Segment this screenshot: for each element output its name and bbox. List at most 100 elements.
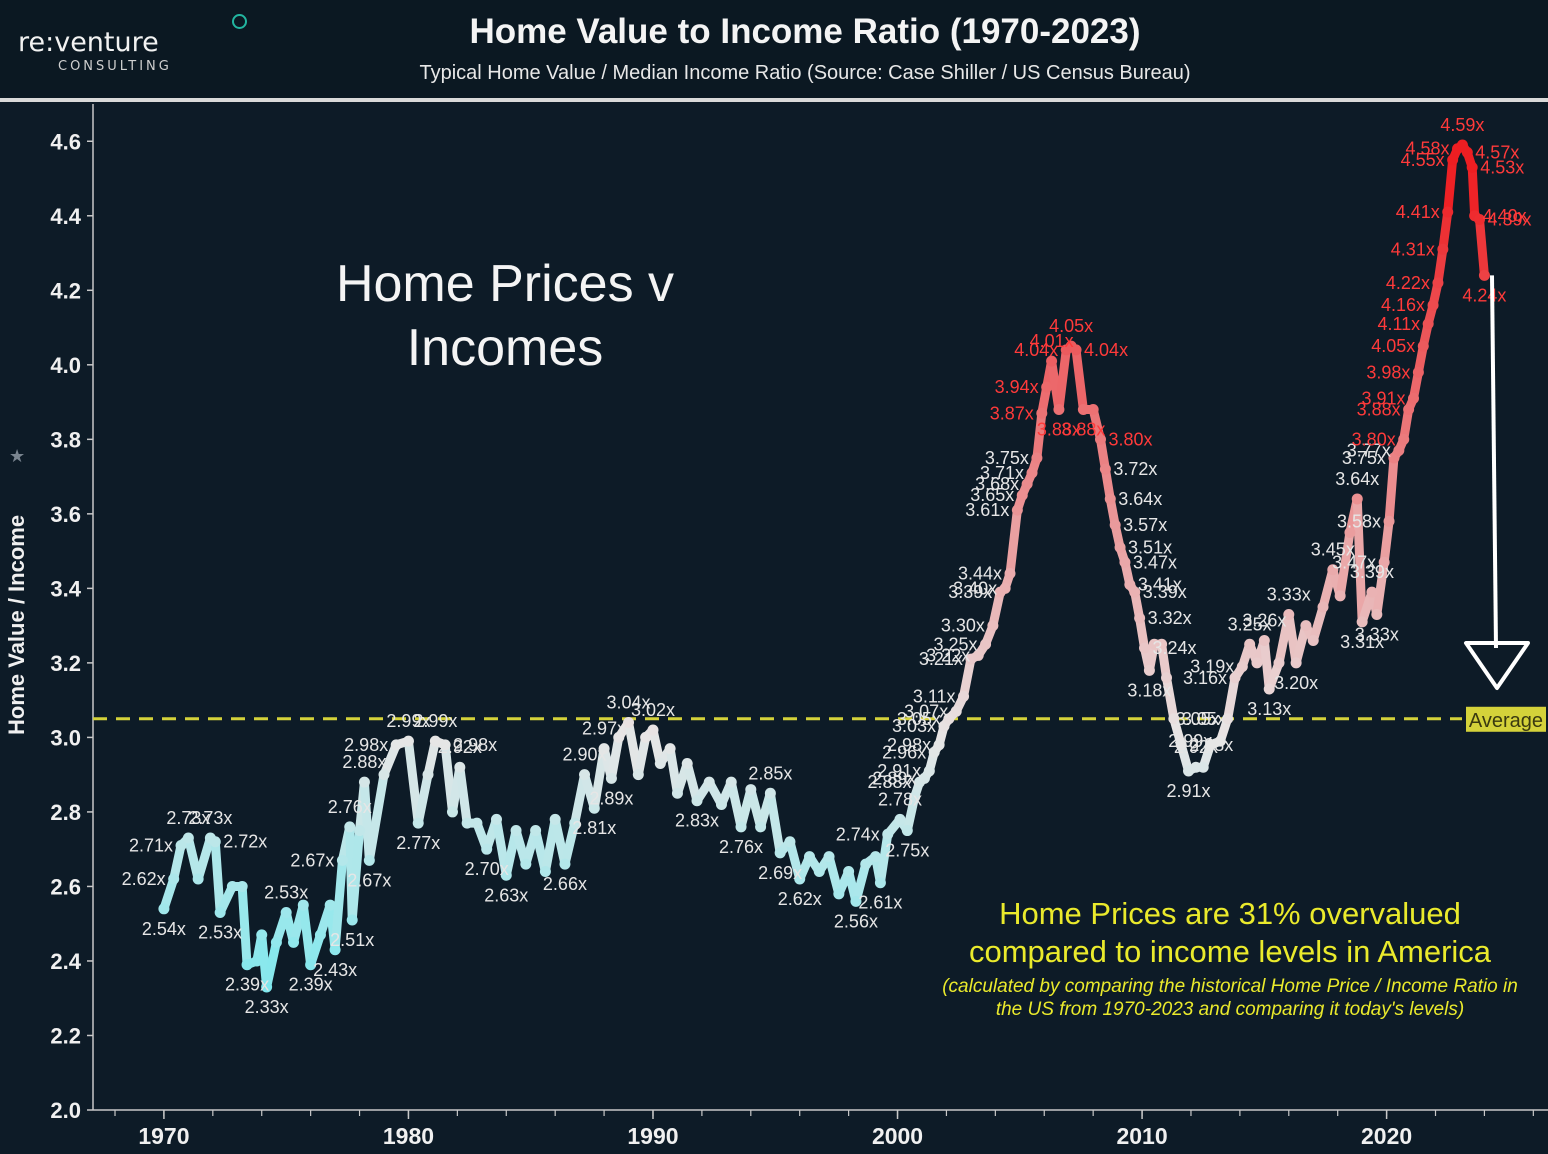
data-label: 2.91x <box>877 761 921 781</box>
data-label: 2.72x <box>223 832 267 852</box>
data-label: 3.61x <box>965 500 1009 520</box>
data-point <box>1168 713 1180 725</box>
data-point <box>1432 277 1444 289</box>
data-point <box>1016 489 1028 501</box>
data-label: 3.20x <box>1274 673 1318 693</box>
data-point <box>1412 366 1424 378</box>
data-label: 3.21x <box>919 649 963 669</box>
data-point <box>774 847 786 859</box>
data-label: 2.33x <box>245 997 289 1017</box>
data-point <box>500 869 512 881</box>
data-point <box>158 903 170 915</box>
data-label: 4.40x <box>1483 206 1527 226</box>
data-point <box>1317 601 1329 613</box>
data-point <box>256 929 268 941</box>
y-tick-label: 2.8 <box>50 800 81 825</box>
y-axis-label: Home Value / Income <box>4 514 29 735</box>
series-segment <box>875 829 893 888</box>
data-label: 2.97x <box>582 719 626 739</box>
data-point <box>241 959 253 971</box>
data-point <box>1161 672 1173 684</box>
data-point <box>1119 556 1131 568</box>
data-label: 3.75x <box>1342 448 1386 468</box>
data-point <box>958 690 970 702</box>
data-label: 2.91x <box>1167 781 1211 801</box>
series-segment <box>633 732 651 780</box>
data-label: 3.33x <box>1355 624 1399 644</box>
data-point <box>870 851 882 863</box>
data-point <box>559 858 571 870</box>
data-point <box>1077 404 1089 416</box>
data-point <box>1214 735 1226 747</box>
data-label: 3.71x <box>980 463 1024 483</box>
data-point <box>784 836 796 848</box>
data-label: 4.01x <box>1030 331 1074 351</box>
data-point <box>980 638 992 650</box>
y-tick-label: 4.2 <box>50 278 81 303</box>
data-point <box>530 825 542 837</box>
data-point <box>329 944 341 956</box>
series-segment <box>682 758 702 806</box>
data-point <box>422 769 434 781</box>
data-point <box>691 795 703 807</box>
data-point <box>454 761 466 773</box>
data-point <box>261 981 273 993</box>
data-label: 3.64x <box>1118 489 1162 509</box>
data-point <box>569 817 581 829</box>
data-label: 2.77x <box>396 833 440 853</box>
data-point <box>461 817 473 829</box>
data-point <box>446 806 458 818</box>
chart-title: Home Value to Income Ratio (1970-2023) <box>469 12 1141 51</box>
data-label: 2.99x <box>386 711 430 731</box>
data-label: 2.74x <box>836 824 880 844</box>
data-label: 4.58x <box>1405 139 1449 159</box>
data-label: 3.19x <box>1190 657 1234 677</box>
data-label: 2.92x <box>438 737 482 757</box>
x-tick-label: 1970 <box>138 1123 189 1149</box>
data-point <box>1197 761 1209 773</box>
series-segment <box>902 792 920 836</box>
series-segment <box>1308 602 1328 646</box>
data-label: 3.13x <box>1247 699 1291 719</box>
data-label: 2.67x <box>290 850 334 870</box>
data-label: 3.47x <box>1332 552 1376 572</box>
data-point <box>1398 433 1410 445</box>
callout-note: (calculated by comparing the historical … <box>942 976 1518 1020</box>
data-point <box>715 798 727 810</box>
data-label: 4.31x <box>1391 239 1435 259</box>
data-point <box>1011 504 1023 516</box>
data-point <box>1004 567 1016 579</box>
data-point <box>358 776 370 788</box>
data-label: 2.88x <box>342 752 386 772</box>
data-point <box>378 769 390 781</box>
data-point <box>1099 463 1111 475</box>
data-label: 2.99x <box>1168 731 1212 751</box>
data-label: 2.98x <box>887 735 931 755</box>
data-point <box>1427 299 1439 311</box>
data-label: 2.66x <box>543 874 587 894</box>
y-tick-label: 4.6 <box>50 129 81 154</box>
logo-wordmark: re:venture <box>18 27 159 58</box>
series-segment <box>193 833 215 884</box>
data-point <box>803 851 815 863</box>
logo: re:venture CONSULTING <box>18 27 172 75</box>
series-segment <box>1372 557 1389 619</box>
data-label: 2.85x <box>748 763 792 783</box>
data-label: 2.76x <box>328 797 372 817</box>
data-label: 3.57x <box>1123 515 1167 535</box>
data-label: 2.53x <box>198 923 242 943</box>
data-label: 2.63x <box>484 885 528 905</box>
data-point <box>1403 404 1415 416</box>
data-label: 2.96x <box>882 742 926 762</box>
data-point <box>1371 608 1383 620</box>
data-label: 3.33x <box>1267 584 1311 604</box>
data-point <box>1094 433 1106 445</box>
pin-icon[interactable]: ★ <box>9 446 26 466</box>
data-label: 3.05x <box>1176 709 1220 729</box>
series-segment <box>1433 244 1448 288</box>
data-point <box>1229 672 1241 684</box>
data-point <box>1222 713 1234 725</box>
data-point <box>1461 146 1473 158</box>
data-point <box>402 735 414 747</box>
data-label: 2.43x <box>313 960 357 980</box>
